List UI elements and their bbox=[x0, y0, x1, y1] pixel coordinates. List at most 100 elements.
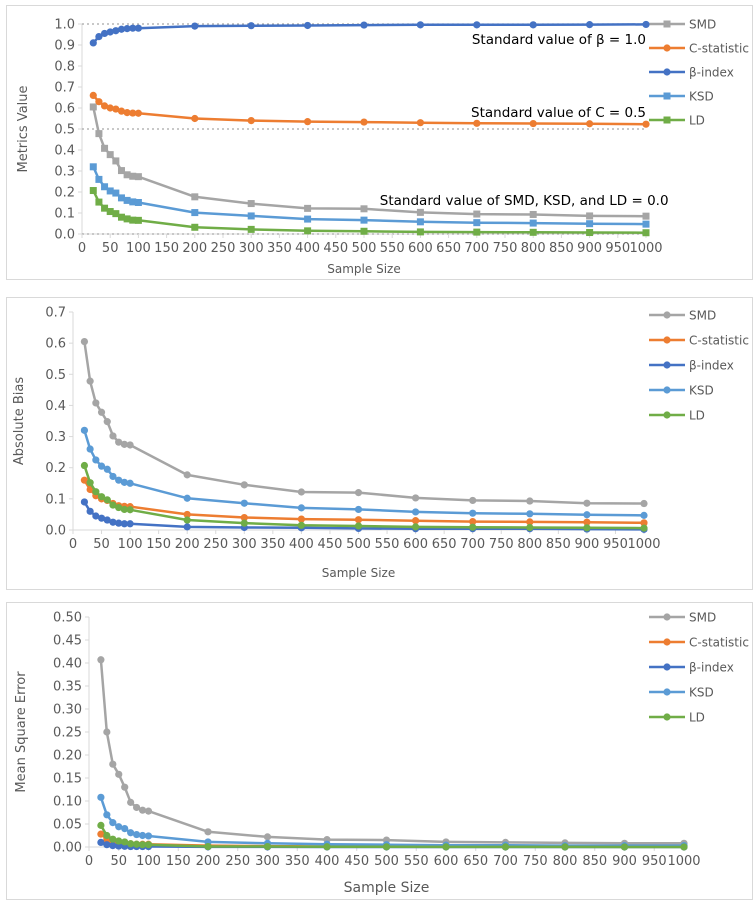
data-point bbox=[106, 151, 114, 159]
data-point bbox=[247, 22, 255, 30]
x-tick-label: 600 bbox=[403, 537, 428, 552]
x-tick-label: 750 bbox=[493, 241, 518, 256]
x-tick-label: 950 bbox=[605, 241, 630, 256]
x-tick-label: 950 bbox=[642, 854, 667, 869]
data-point bbox=[204, 842, 212, 851]
legend-marker bbox=[663, 68, 671, 76]
x-tick-label: 900 bbox=[574, 537, 599, 552]
series-line-SMD bbox=[83, 341, 645, 505]
y-tick-label: 0.00 bbox=[53, 841, 82, 856]
x-tick-label: 400 bbox=[295, 241, 320, 256]
data-point bbox=[442, 843, 450, 851]
data-point bbox=[473, 228, 481, 236]
series-line-KSD bbox=[99, 796, 684, 847]
data-point bbox=[115, 503, 123, 512]
x-tick-label: 200 bbox=[175, 537, 200, 552]
data-point bbox=[354, 522, 363, 530]
data-point bbox=[247, 225, 255, 233]
data-point bbox=[97, 793, 105, 801]
x-tick-label: 650 bbox=[432, 537, 457, 552]
y-tick-label: 0.2 bbox=[45, 461, 66, 476]
data-point bbox=[642, 212, 650, 220]
annotation: Standard value of C = 0.5 bbox=[471, 105, 646, 121]
x-tick-label: 250 bbox=[203, 537, 228, 552]
y-tick-label: 0.45 bbox=[53, 634, 82, 649]
data-point bbox=[103, 841, 111, 849]
data-point bbox=[106, 187, 114, 195]
x-axis-title: Sample Size bbox=[322, 566, 395, 580]
data-point bbox=[80, 476, 89, 484]
y-tick-label: 0.5 bbox=[54, 123, 75, 138]
data-point bbox=[144, 807, 153, 815]
y-tick-label: 0.10 bbox=[53, 795, 82, 810]
x-tick-label: 600 bbox=[408, 241, 433, 256]
y-axis-title: Metrics Value bbox=[16, 85, 31, 172]
legend-marker bbox=[663, 411, 671, 419]
x-tick-label: 0 bbox=[69, 537, 77, 552]
data-point bbox=[127, 798, 135, 806]
legend-label: KSD bbox=[689, 384, 714, 398]
legend-label: C-statistic bbox=[689, 334, 749, 348]
data-point bbox=[642, 120, 650, 128]
legend-label: LD bbox=[689, 409, 705, 423]
legend-label: KSD bbox=[689, 90, 714, 104]
data-point bbox=[95, 130, 103, 138]
data-point bbox=[134, 24, 142, 32]
data-point bbox=[526, 518, 534, 526]
y-tick-label: 0.7 bbox=[45, 306, 66, 321]
data-point bbox=[112, 210, 120, 218]
x-tick-label: 100 bbox=[118, 537, 143, 552]
absolute-bias-chart-svg: 0.0 0.1 0.2 0.3 0.4 0.5 0.6 0.7 0 50 100 150 200 250 3… bbox=[12, 306, 749, 581]
legend-marker bbox=[663, 116, 671, 124]
data-point bbox=[144, 841, 153, 849]
y-tick-label: 0.3 bbox=[54, 165, 75, 180]
data-point bbox=[501, 843, 510, 851]
y-tick-label: 0.0 bbox=[45, 524, 66, 539]
data-point bbox=[126, 441, 134, 449]
x-tick-label: 450 bbox=[344, 854, 369, 869]
legend-marker bbox=[663, 688, 671, 696]
data-point bbox=[127, 840, 135, 848]
x-tick-label: 50 bbox=[93, 537, 110, 552]
x-tick-label: 450 bbox=[318, 537, 343, 552]
x-tick-label: 650 bbox=[436, 241, 461, 256]
x-tick-label: 300 bbox=[255, 854, 280, 869]
data-point bbox=[97, 830, 105, 838]
legend-marker bbox=[663, 638, 671, 646]
data-point bbox=[121, 838, 129, 846]
data-point bbox=[120, 478, 128, 486]
x-tick-label: 1000 bbox=[629, 241, 662, 256]
y-tick-label: 0.50 bbox=[53, 611, 82, 626]
data-point bbox=[120, 440, 128, 448]
data-point bbox=[97, 514, 106, 522]
legend-label: C-statistic bbox=[689, 42, 749, 56]
data-point bbox=[138, 841, 147, 849]
data-point bbox=[109, 472, 117, 481]
data-point bbox=[586, 212, 594, 220]
data-point bbox=[117, 25, 126, 33]
data-point bbox=[103, 811, 111, 819]
data-point bbox=[112, 189, 120, 197]
data-point bbox=[103, 728, 111, 736]
data-point bbox=[103, 496, 111, 504]
y-tick-label: 0.6 bbox=[45, 337, 66, 352]
data-point bbox=[640, 524, 648, 532]
mean-square-error-chart-svg: 0.00 0.05 0.10 0.15 0.20 0.25 0.30 0.35 0.40 0.45… bbox=[14, 611, 749, 897]
data-point bbox=[106, 28, 114, 36]
data-point bbox=[101, 183, 109, 191]
data-point bbox=[95, 98, 103, 106]
data-point bbox=[561, 843, 569, 851]
data-point bbox=[191, 193, 199, 201]
data-point bbox=[247, 200, 255, 208]
legend-label: β-index bbox=[689, 661, 734, 675]
data-point bbox=[583, 518, 591, 526]
data-point bbox=[133, 830, 141, 839]
data-point bbox=[263, 833, 272, 841]
x-tick-label: 850 bbox=[546, 537, 571, 552]
y-tick-label: 0.35 bbox=[53, 680, 82, 695]
data-point bbox=[89, 91, 97, 99]
data-point bbox=[412, 494, 420, 502]
data-point bbox=[191, 223, 199, 231]
data-point bbox=[97, 656, 105, 664]
data-point bbox=[86, 445, 94, 453]
